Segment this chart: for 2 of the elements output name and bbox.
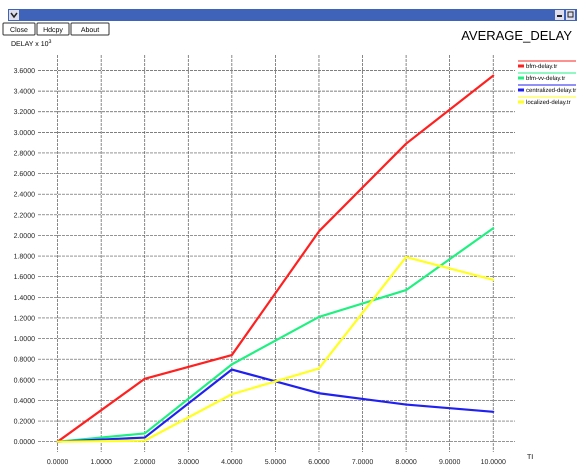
- line-series: [56, 74, 494, 443]
- chart-title: AVERAGE_DELAY: [461, 28, 572, 43]
